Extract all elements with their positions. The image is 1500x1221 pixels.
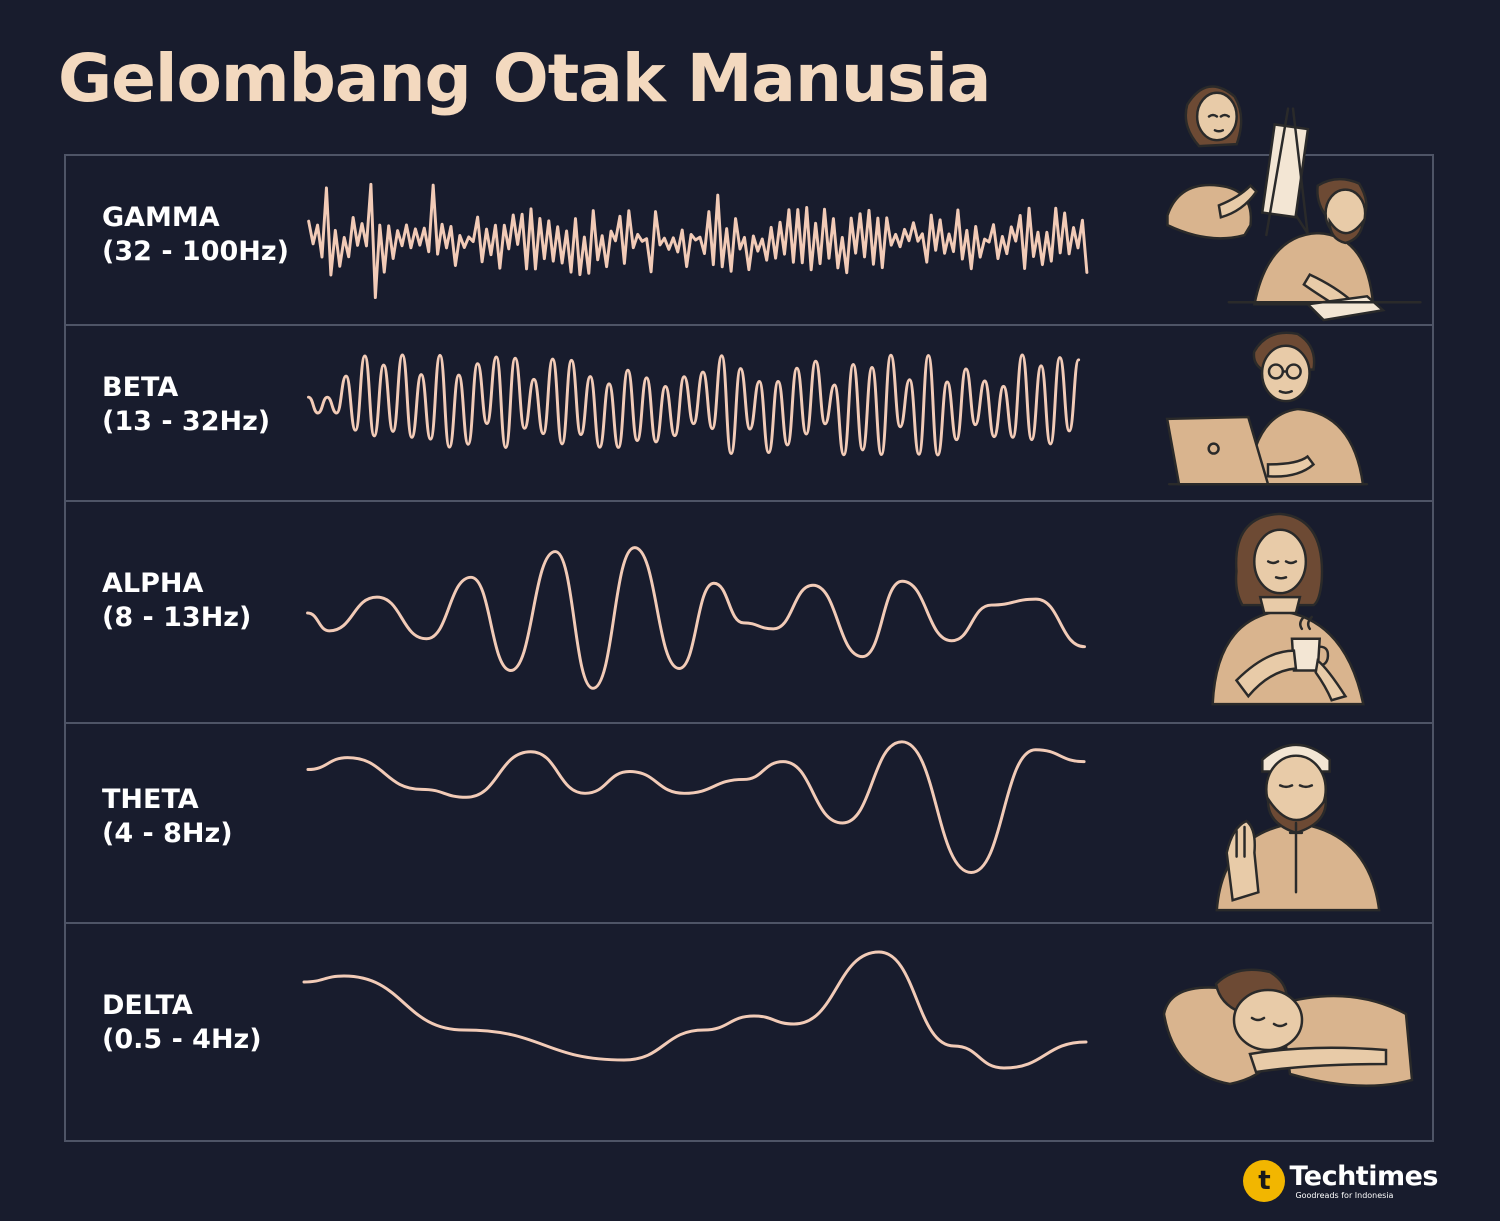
wave-range-delta: (0.5 - 4Hz)	[102, 1024, 262, 1055]
techtimes-logo: t Techtimes Goodreads for Indonesia	[1243, 1158, 1438, 1204]
wave-name-alpha: ALPHA	[102, 568, 204, 599]
wave-name-beta: BETA	[102, 372, 179, 403]
wave-row-beta: BETA (13 - 32Hz)	[66, 326, 1432, 502]
logo-tagline: Goodreads for Indonesia	[1295, 1190, 1394, 1200]
wave-row-alpha: ALPHA (8 - 13Hz)	[66, 502, 1432, 724]
wave-range-beta: (13 - 32Hz)	[102, 406, 271, 437]
wave-row-theta: THETA (4 - 8Hz)	[66, 724, 1432, 924]
wave-name-theta: THETA	[102, 784, 199, 815]
theta-waveform	[306, 740, 1086, 874]
logo-name: Techtimes	[1289, 1160, 1438, 1192]
brainwave-table: GAMMA (32 - 100Hz)	[64, 85, 1434, 1142]
delta-waveform	[302, 950, 1088, 1070]
wave-row-gamma: GAMMA (32 - 100Hz)	[66, 85, 1432, 326]
logo-mark: t	[1243, 1160, 1286, 1202]
wave-range-alpha: (8 - 13Hz)	[102, 602, 252, 633]
artist-and-writer-illustration	[1158, 85, 1428, 324]
wave-range-gamma: (32 - 100Hz)	[102, 236, 289, 267]
gamma-waveform	[307, 182, 1089, 299]
wave-range-theta: (4 - 8Hz)	[102, 818, 233, 849]
sleeping-person-illustration	[1160, 924, 1420, 1142]
alpha-waveform	[306, 546, 1086, 690]
laptop-worker-illustration	[1158, 326, 1378, 500]
wave-row-delta: DELTA (0.5 - 4Hz)	[66, 924, 1432, 1142]
praying-man-illustration	[1206, 724, 1386, 922]
wave-name-gamma: GAMMA	[102, 202, 220, 233]
wave-name-delta: DELTA	[102, 990, 193, 1021]
beta-waveform	[307, 353, 1081, 457]
relaxing-woman-illustration	[1196, 502, 1376, 722]
page-title: Gelombang Otak Manusia	[58, 40, 991, 117]
